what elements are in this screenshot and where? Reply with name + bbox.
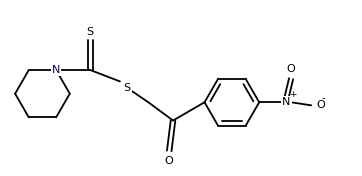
Text: S: S [87, 27, 94, 37]
Text: N: N [52, 65, 60, 75]
Text: -: - [322, 93, 325, 103]
Text: O: O [165, 156, 174, 166]
Text: +: + [289, 90, 297, 99]
Text: S: S [124, 83, 131, 93]
Text: O: O [287, 64, 295, 74]
Text: O: O [316, 100, 325, 110]
Text: N: N [282, 97, 291, 107]
